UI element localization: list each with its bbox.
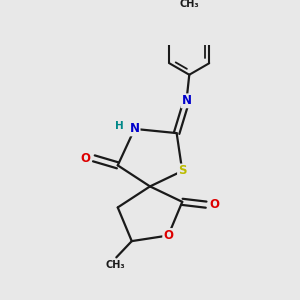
Text: N: N	[182, 94, 191, 107]
Text: O: O	[163, 229, 173, 242]
Text: O: O	[80, 152, 91, 165]
Text: CH₃: CH₃	[105, 260, 125, 270]
Text: O: O	[209, 198, 219, 211]
Text: S: S	[178, 164, 187, 178]
Text: N: N	[130, 122, 140, 135]
Text: CH₃: CH₃	[179, 0, 199, 9]
Text: H: H	[115, 121, 124, 130]
